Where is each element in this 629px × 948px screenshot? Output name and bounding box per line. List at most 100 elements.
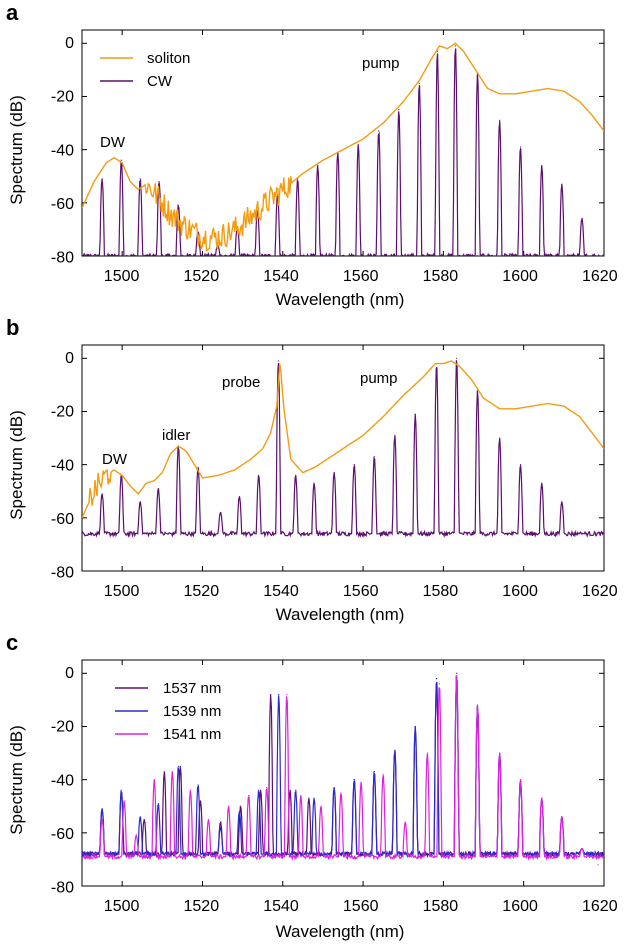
y-tick-label: -40 xyxy=(51,457,74,474)
y-tick-label: -60 xyxy=(51,511,74,528)
y-tick-labels-b: 0 -20 -40 -60 -80 xyxy=(51,350,74,582)
y-tick-label: 0 xyxy=(65,35,74,52)
data-point xyxy=(597,864,599,866)
x-axis-title-b: Wavelength (nm) xyxy=(276,605,405,624)
annotation-idler-b: idler xyxy=(162,427,190,444)
y-tick-label: -60 xyxy=(51,196,74,213)
data-point xyxy=(238,495,241,498)
x-tick-label: 1620 xyxy=(582,583,618,600)
data-point xyxy=(120,789,122,791)
data-point xyxy=(414,413,416,415)
data-point xyxy=(163,771,165,773)
data-point xyxy=(438,683,440,685)
data-point xyxy=(456,357,458,359)
axes-frame xyxy=(81,659,605,887)
data-point xyxy=(378,130,380,132)
data-point xyxy=(476,704,479,706)
x-tick-labels-c: 1500 1520 1540 1560 1580 1600 1620 xyxy=(104,898,618,915)
data-point xyxy=(320,805,322,807)
data-point xyxy=(426,752,428,754)
y-tick-label: -80 xyxy=(51,250,74,267)
data-point xyxy=(143,818,145,821)
y-axis-title-b: Spectrum (dB) xyxy=(7,410,26,520)
y-tick-label: -40 xyxy=(51,772,74,789)
series-line-envelope xyxy=(82,360,604,519)
x-tick-label: 1580 xyxy=(423,898,459,915)
data-point xyxy=(499,437,501,439)
x-tick-label: 1500 xyxy=(104,268,140,285)
data-point xyxy=(207,818,210,821)
data-point xyxy=(317,165,319,167)
x-tick-label: 1600 xyxy=(502,268,538,285)
annotation-dw-b: DW xyxy=(102,451,128,468)
data-point xyxy=(394,434,396,436)
data-point xyxy=(227,805,230,807)
x-axis-title-a: Wavelength (nm) xyxy=(276,290,405,309)
data-point xyxy=(394,749,396,752)
panel-c: c 1500 1520 1540 1560 1580 1600 1620 0 -… xyxy=(6,630,618,941)
legend-label-cw: CW xyxy=(147,73,173,90)
x-tick-label: 1560 xyxy=(343,583,379,600)
data-point xyxy=(340,792,342,794)
x-axis-title-c: Wavelength (nm) xyxy=(276,922,405,941)
annotation-dw-a: DW xyxy=(100,134,126,151)
data-point xyxy=(435,678,438,680)
legend-label-soliton: soliton xyxy=(147,50,190,67)
panel-letter-c: c xyxy=(6,630,18,655)
x-tick-labels-b: 1500 1520 1540 1560 1580 1600 1620 xyxy=(104,583,618,600)
data-point xyxy=(123,800,125,802)
plot-area-a xyxy=(81,29,605,257)
data-point xyxy=(581,533,583,535)
y-tick-label: -20 xyxy=(51,89,74,106)
data-point xyxy=(199,800,202,802)
data-point xyxy=(418,82,420,84)
data-point xyxy=(541,797,543,799)
x-tick-label: 1520 xyxy=(184,898,220,915)
x-tick-label: 1600 xyxy=(502,898,538,915)
data-point xyxy=(353,779,355,781)
data-point xyxy=(101,178,103,180)
data-point xyxy=(171,771,173,773)
data-point xyxy=(289,789,291,791)
data-point xyxy=(277,360,279,362)
data-point xyxy=(177,204,179,207)
data-point xyxy=(360,781,362,783)
data-point xyxy=(313,797,315,799)
x-tick-label: 1580 xyxy=(423,583,459,600)
data-point xyxy=(561,816,563,818)
data-point xyxy=(139,178,141,180)
data-point xyxy=(278,693,280,696)
data-point xyxy=(414,725,416,728)
data-point xyxy=(308,797,310,799)
data-point xyxy=(240,805,242,807)
data-point xyxy=(120,159,122,161)
data-point xyxy=(248,795,250,797)
data-point xyxy=(404,821,406,823)
data-point xyxy=(541,482,543,484)
y-tick-label: 0 xyxy=(65,665,74,682)
series-group xyxy=(82,42,604,256)
data-point xyxy=(295,789,297,791)
data-point xyxy=(373,456,375,458)
y-axis-title-c: Spectrum (dB) xyxy=(7,725,26,835)
data-point xyxy=(135,834,137,837)
x-tick-label: 1500 xyxy=(104,583,140,600)
y-tick-label: 0 xyxy=(65,350,74,367)
x-tick-label: 1600 xyxy=(502,583,538,600)
data-point xyxy=(189,789,192,791)
data-point xyxy=(357,143,359,145)
x-tick-label: 1620 xyxy=(582,268,618,285)
x-tick-labels-a: 1500 1520 1540 1560 1580 1600 1620 xyxy=(104,268,618,285)
y-tick-labels-c: 0 -20 -40 -60 -80 xyxy=(51,665,74,897)
data-point xyxy=(270,693,272,696)
data-point xyxy=(101,818,103,821)
data-point xyxy=(519,464,522,466)
series-group xyxy=(82,357,604,539)
data-point xyxy=(398,109,400,111)
y-tick-label: -20 xyxy=(51,719,74,736)
data-point xyxy=(139,816,141,818)
data-point xyxy=(197,466,199,468)
x-tick-label: 1540 xyxy=(263,583,299,600)
data-point xyxy=(157,487,159,490)
data-point xyxy=(333,787,335,789)
